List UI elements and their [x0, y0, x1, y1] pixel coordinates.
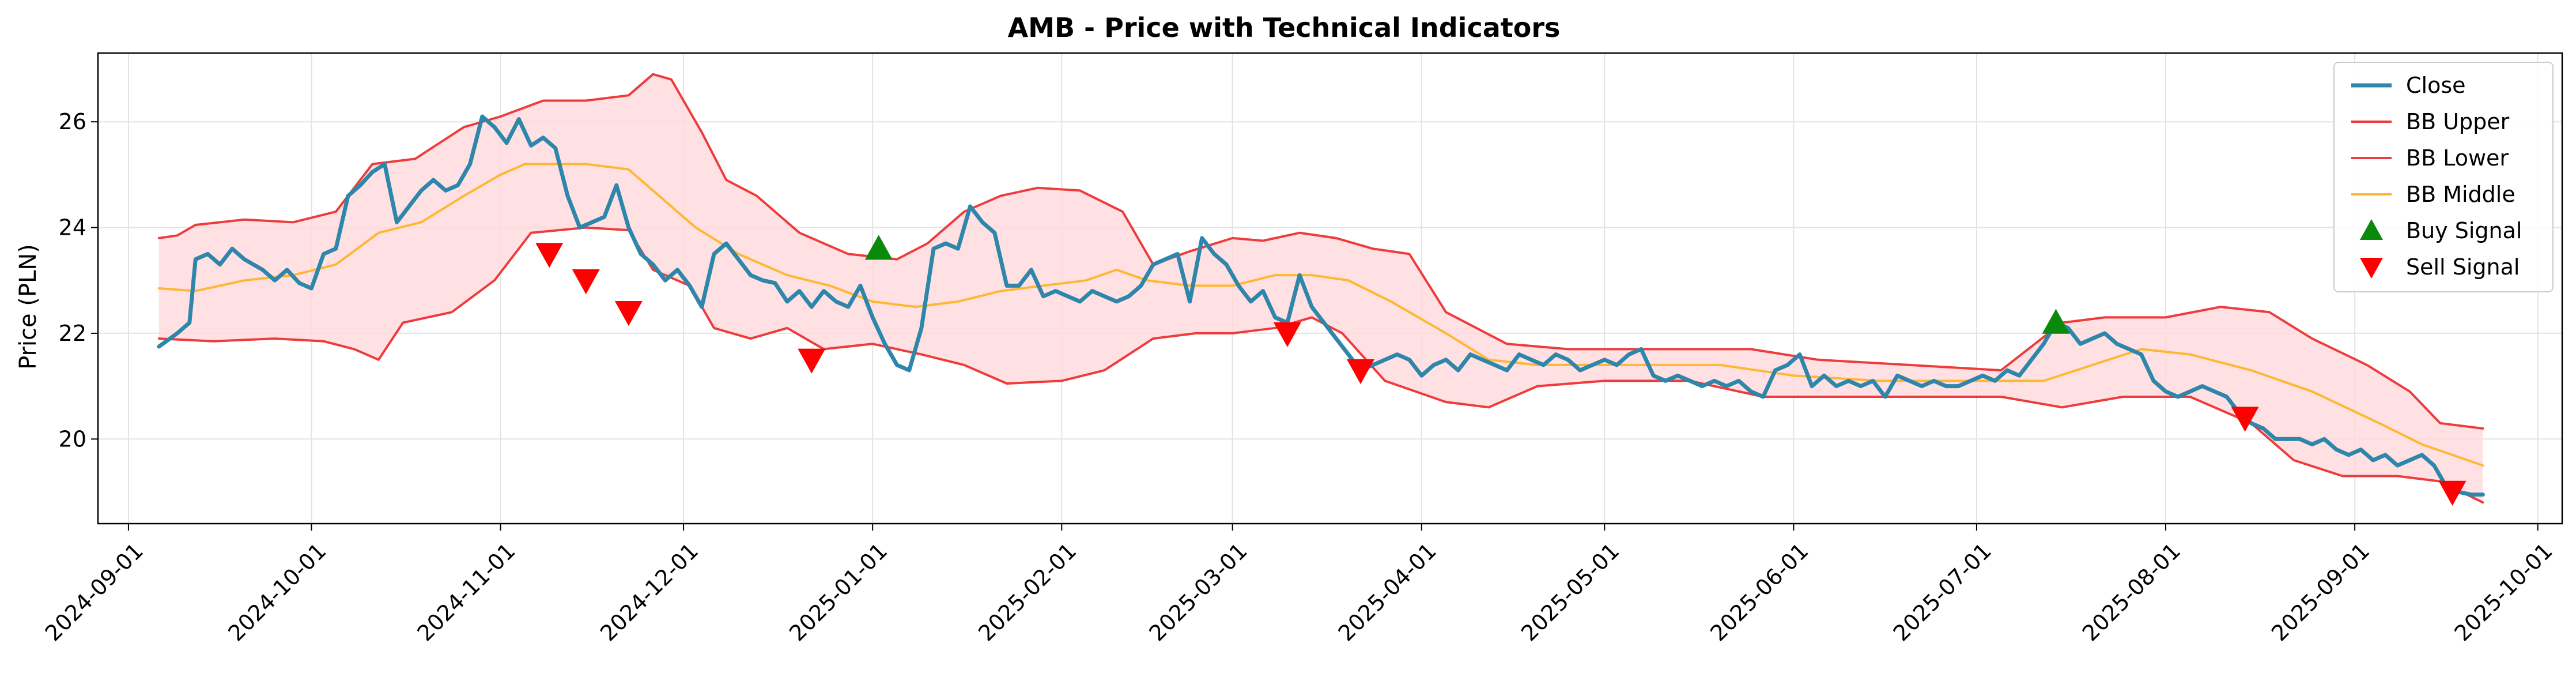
series-line-bb-lower: [157, 226, 2484, 504]
y-tick-label: 20: [59, 426, 86, 452]
sell-signal-marker: [572, 269, 600, 295]
bollinger-band-fill: [158, 74, 2483, 503]
series-line-close: [157, 114, 2485, 497]
sell-signal-marker: [1273, 322, 1301, 347]
legend-label-bb-upper: BB Upper: [2406, 109, 2510, 134]
y-tick-label: 26: [59, 109, 86, 134]
y-tick-label: 24: [59, 215, 86, 240]
buy-signal-marker: [2042, 309, 2070, 334]
band-fill-area: [158, 74, 2483, 503]
sell-signal-marker: [535, 243, 564, 268]
legend-label-close: Close: [2406, 73, 2466, 98]
legend: Close BB Upper BB Lower BB Middle Buy Signal…: [2333, 62, 2554, 292]
sell-signal-marker: [614, 301, 643, 326]
y-axis-label: Price (PLN): [15, 244, 41, 370]
plot-frame: [97, 52, 2563, 525]
signal-markers: [535, 235, 2467, 506]
series-lines: [157, 73, 2485, 504]
legend-label-bb-middle: BB Middle: [2406, 182, 2515, 207]
sell-signal-marker: [798, 348, 826, 374]
legend-label-sell-signal: Sell Signal: [2406, 254, 2520, 280]
y-tick-label: 22: [59, 321, 86, 346]
buy-signal-marker: [864, 235, 893, 260]
chart-title: AMB - Price with Technical Indicators: [1008, 12, 1561, 43]
sell-signal-marker: [2231, 407, 2259, 432]
legend-box: [2333, 62, 2554, 292]
sell-signal-marker: [1346, 359, 1374, 385]
legend-swatch-buy-signal: [2360, 219, 2383, 240]
y-axis-ticks: 20 22 24 26: [59, 109, 98, 452]
sell-signal-marker: [2438, 480, 2467, 506]
legend-swatch-sell-signal: [2360, 258, 2383, 279]
legend-label-bb-lower: BB Lower: [2406, 145, 2509, 171]
series-line-bb-middle: [157, 163, 2484, 467]
legend-label-buy-signal: Buy Signal: [2406, 218, 2522, 243]
